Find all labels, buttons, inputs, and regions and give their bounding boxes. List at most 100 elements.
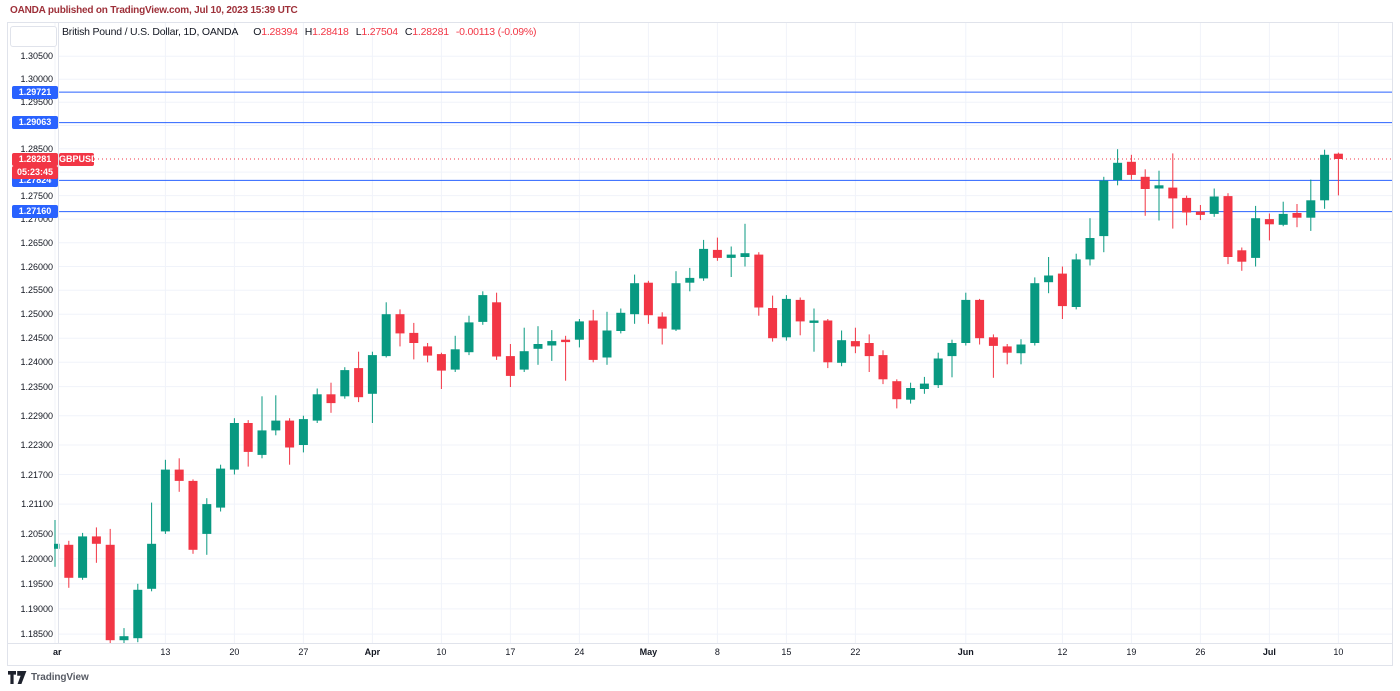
time-scale[interactable]: ar 13 20 27 Apr 10 17 24 May 8 15 22 Jun 12 19 26 Jul 10 <box>7 643 1393 665</box>
candle-May-11[interactable] <box>754 252 764 316</box>
candle-Apr-11[interactable] <box>450 335 460 372</box>
symbol-price-tag[interactable]: GBPUSD <box>59 152 98 166</box>
candle-May-30[interactable] <box>933 352 943 388</box>
candle-Apr-6[interactable] <box>409 322 419 360</box>
candle-Mar-17[interactable] <box>216 464 226 512</box>
candle-Jun-26[interactable] <box>1195 205 1205 221</box>
candle-Mar-27[interactable] <box>298 415 308 453</box>
candle-Mar-16[interactable] <box>202 498 212 555</box>
candle-Jun-5[interactable] <box>988 334 998 378</box>
candle-Apr-5[interactable] <box>395 309 405 347</box>
candle-Mar-1[interactable] <box>51 520 60 567</box>
candle-Jun-16[interactable] <box>1113 149 1123 186</box>
candle-Jun-23[interactable] <box>1182 195 1192 226</box>
candle-Jun-14[interactable] <box>1085 218 1095 266</box>
candle-Jun-1[interactable] <box>961 292 971 346</box>
candle-Apr-27[interactable] <box>616 308 626 334</box>
candle-Jul-7[interactable] <box>1320 149 1330 209</box>
candle-May-23[interactable] <box>864 334 874 372</box>
candle-May-1[interactable] <box>643 280 653 324</box>
candle-Apr-28[interactable] <box>630 274 640 324</box>
candle-Jun-19[interactable] <box>1126 154 1136 180</box>
price-scale[interactable]: 1.30500 1.30000 1.29500 1.28500 1.27500 1.270… <box>7 22 58 643</box>
candle-May-26[interactable] <box>906 382 916 404</box>
candle-Jun-21[interactable] <box>1154 170 1164 221</box>
candle-May-22[interactable] <box>850 327 860 354</box>
candle-May-2[interactable] <box>657 312 667 345</box>
candle-Apr-24[interactable] <box>574 319 584 348</box>
candle-Mar-13[interactable] <box>160 459 170 534</box>
candle-May-29[interactable] <box>919 376 929 394</box>
candle-Mar-6[interactable] <box>91 527 101 563</box>
candle-Apr-10[interactable] <box>436 352 446 389</box>
candle-Mar-23[interactable] <box>271 395 281 436</box>
candle-May-18[interactable] <box>823 319 833 369</box>
candle-Apr-13[interactable] <box>478 291 488 325</box>
candle-May-15[interactable] <box>781 295 791 341</box>
candle-Mar-15[interactable] <box>188 479 198 554</box>
candle-May-19[interactable] <box>837 330 847 367</box>
candle-Jun-8[interactable] <box>1030 277 1040 346</box>
candle-Apr-20[interactable] <box>547 330 557 361</box>
candle-Mar-20[interactable] <box>229 418 239 475</box>
candle-Mar-22[interactable] <box>257 396 267 459</box>
candle-Jun-29[interactable] <box>1237 247 1247 271</box>
candle-Jun-7[interactable] <box>1016 339 1026 365</box>
candle-Mar-31[interactable] <box>354 351 364 403</box>
candle-Jul-6[interactable] <box>1306 179 1316 231</box>
candle-Jun-27[interactable] <box>1209 188 1219 217</box>
candle-Apr-14[interactable] <box>492 292 502 360</box>
candle-Mar-28[interactable] <box>312 388 322 424</box>
candle-May-5[interactable] <box>699 239 709 281</box>
candle-Jun-22[interactable] <box>1168 153 1178 229</box>
candle-Mar-10[interactable] <box>147 502 157 592</box>
candle-Apr-12[interactable] <box>464 315 474 356</box>
candle-Jun-30[interactable] <box>1251 205 1261 267</box>
candle-Jul-4[interactable] <box>1278 201 1288 227</box>
candle-Apr-17[interactable] <box>505 344 515 387</box>
candle-Mar-21[interactable] <box>243 420 253 467</box>
candle-Mar-9[interactable] <box>133 583 143 643</box>
candle-Apr-18[interactable] <box>519 327 529 372</box>
candle-Jun-6[interactable] <box>1002 344 1012 365</box>
candle-May-4[interactable] <box>685 267 695 292</box>
candle-Apr-3[interactable] <box>367 351 377 423</box>
candle-Jun-13[interactable] <box>1071 253 1081 310</box>
tradingview-logo-icon[interactable] <box>8 670 27 684</box>
candle-Apr-26[interactable] <box>602 311 612 365</box>
candle-Jul-5[interactable] <box>1292 204 1302 228</box>
candle-May-24[interactable] <box>878 350 888 385</box>
candle-Jun-9[interactable] <box>1044 257 1054 294</box>
candle-May-16[interactable] <box>795 297 805 336</box>
candle-Apr-21[interactable] <box>561 335 571 381</box>
candle-Mar-8[interactable] <box>119 628 129 643</box>
candle-Mar-2[interactable] <box>64 540 74 588</box>
candle-Apr-25[interactable] <box>588 309 598 363</box>
candle-May-9[interactable] <box>726 246 736 278</box>
candle-Apr-4[interactable] <box>381 302 391 358</box>
candle-Jun-20[interactable] <box>1140 169 1150 216</box>
candle-Mar-3[interactable] <box>78 532 88 580</box>
candle-May-3[interactable] <box>671 271 681 331</box>
candle-Mar-14[interactable] <box>174 458 184 492</box>
candle-Jul-3[interactable] <box>1264 213 1274 241</box>
candle-May-25[interactable] <box>892 379 902 409</box>
candle-May-8[interactable] <box>712 237 722 261</box>
candle-May-12[interactable] <box>768 295 778 342</box>
candle-May-31[interactable] <box>947 339 957 378</box>
candle-Mar-30[interactable] <box>340 367 350 399</box>
candle-Jun-28[interactable] <box>1223 193 1233 265</box>
candle-Jun-15[interactable] <box>1099 176 1109 253</box>
candle-Apr-7[interactable] <box>423 343 433 363</box>
symbol-title[interactable]: British Pound / U.S. Dollar, 1D, OANDA <box>62 26 239 38</box>
candle-Mar-29[interactable] <box>326 382 336 413</box>
tradingview-wordmark[interactable]: TradingView <box>31 671 89 683</box>
candle-Jun-12[interactable] <box>1057 266 1067 320</box>
candle-Mar-7[interactable] <box>105 528 115 644</box>
candle-May-10[interactable] <box>740 223 750 267</box>
candle-Apr-19[interactable] <box>533 326 543 365</box>
candle-Mar-24[interactable] <box>285 418 295 465</box>
candle-Jun-2[interactable] <box>975 298 985 345</box>
candle-May-17[interactable] <box>809 308 819 352</box>
